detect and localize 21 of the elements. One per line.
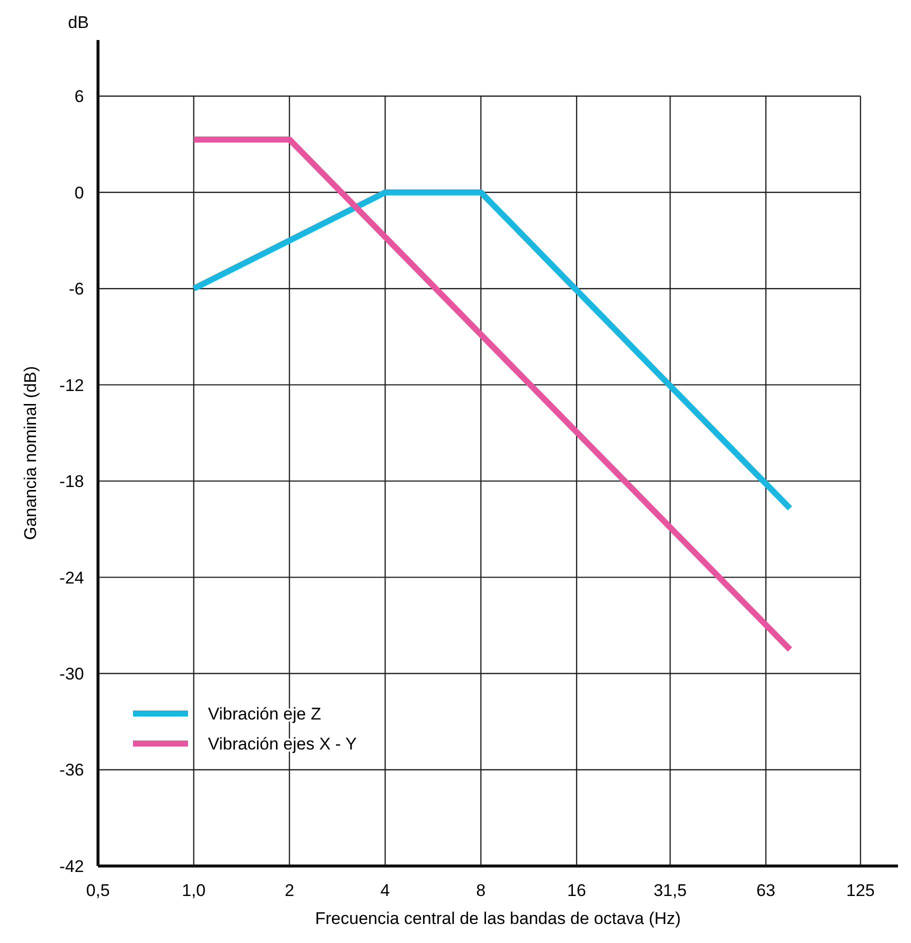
x-tick-label: 16 — [567, 881, 586, 900]
y-tick-label: -24 — [59, 568, 84, 588]
y-tick-label: -6 — [68, 280, 84, 299]
text: dB — [68, 13, 89, 32]
x-tick-label: 2 — [284, 881, 294, 900]
y-axis-title: Ganancia nominal (dB) — [21, 366, 40, 540]
y-tick-label: -42 — [59, 856, 84, 876]
x-tick-label: 31,5 — [654, 881, 687, 900]
y-tick-label: -18 — [59, 472, 84, 492]
x-tick-label: 4 — [380, 881, 390, 900]
x-axis-title: Frecuencia central de las bandas de octava (Hz) — [315, 909, 681, 928]
x-tick-label: 1,0 — [182, 881, 206, 900]
x-tick-label: 0,5 — [86, 881, 110, 900]
y-tick-label: 0 — [74, 183, 84, 202]
x-tick-label: 125 — [846, 881, 875, 900]
x-tick-label: 63 — [756, 881, 776, 900]
y-tick-label: 6 — [74, 87, 84, 106]
y-tick-label: -36 — [59, 760, 84, 780]
y-tick-label: -30 — [59, 664, 84, 684]
y-tick-label: -12 — [59, 376, 84, 395]
x-tick-label: 8 — [476, 881, 486, 900]
